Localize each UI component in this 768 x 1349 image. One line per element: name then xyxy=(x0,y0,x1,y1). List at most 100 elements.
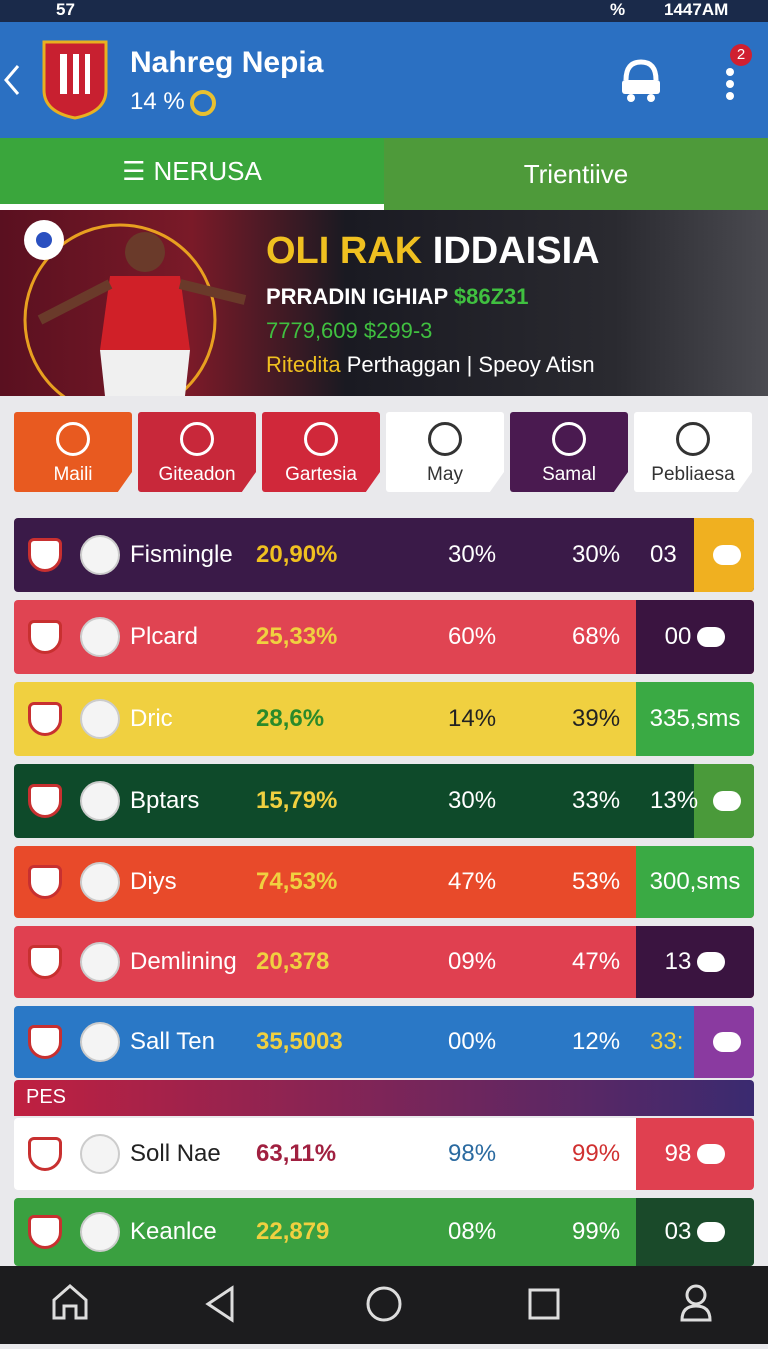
category-button[interactable]: Samal xyxy=(510,412,628,492)
banner-title: OLI RAK IDDAISIA xyxy=(266,230,600,272)
back-nav-button[interactable] xyxy=(205,1285,234,1323)
club-badge xyxy=(28,538,62,572)
stat-value: 47% xyxy=(448,868,497,895)
tag-icon[interactable] xyxy=(713,1032,741,1052)
tag-box xyxy=(694,518,754,592)
category-icon xyxy=(304,422,338,456)
tag-value: 13% xyxy=(650,787,699,814)
tag-icon[interactable] xyxy=(697,1144,726,1164)
category-button[interactable]: Giteadon xyxy=(138,412,256,492)
stat-row[interactable]: Diys 74,53% 47% 53% 300,sms xyxy=(14,846,754,918)
stat-value: 63,11% xyxy=(256,1140,337,1167)
tag-icon[interactable] xyxy=(697,1222,726,1242)
section-header: PES xyxy=(14,1080,754,1116)
recents-button[interactable] xyxy=(528,1288,560,1320)
category-label: May xyxy=(427,464,463,485)
category-button[interactable]: Maili xyxy=(14,412,132,492)
tag-value: 33: xyxy=(650,1028,684,1055)
stat-value: 53% xyxy=(572,868,621,895)
stat-value: 14% xyxy=(448,705,497,732)
tab[interactable]: ☰ NERUSA xyxy=(0,138,384,210)
stat-row[interactable]: Soll Nae 63,11% 98% 99% 98 xyxy=(14,1118,754,1190)
tab-bar: ☰ NERUSA Trientiive xyxy=(0,138,768,210)
stat-value: 39% xyxy=(572,705,621,732)
tag-box: 300,sms xyxy=(636,846,754,918)
player-name: Plcard xyxy=(130,623,199,650)
player-avatar xyxy=(80,699,120,739)
tag-value: 335,sms xyxy=(649,705,741,732)
stat-value: 28,6% xyxy=(256,705,325,732)
stat-row[interactable]: Sall Ten 35,5003 00% 12% 33: xyxy=(14,1006,754,1078)
stat-value: 12% xyxy=(572,1028,621,1055)
tag-value: 00 xyxy=(664,623,692,650)
stat-value: 25,33% xyxy=(256,623,338,650)
tag-box: 98 xyxy=(636,1118,754,1190)
stat-value: 98% xyxy=(448,1140,497,1167)
club-badge xyxy=(28,945,62,979)
back-button[interactable] xyxy=(0,62,24,98)
player-image xyxy=(23,220,247,396)
player-avatar xyxy=(80,781,120,821)
status-bar: 57 % 1447AM xyxy=(0,0,768,22)
clock: 1447AM xyxy=(664,0,729,19)
nav-bar xyxy=(0,1266,768,1344)
tag-box xyxy=(694,1006,754,1078)
stat-value: 30% xyxy=(448,787,497,814)
tag-box xyxy=(694,764,754,838)
category-label: Gartesia xyxy=(285,464,357,485)
category-button[interactable]: Pebliaesa xyxy=(634,412,752,492)
stat-row[interactable]: Keanlce 22,879 08% 99% 03 xyxy=(14,1198,754,1266)
tag-value: 98 xyxy=(664,1140,692,1167)
home-nav-button[interactable] xyxy=(366,1286,402,1322)
stat-row[interactable]: Fismingle 20,90% 30% 30% 03 xyxy=(14,518,754,592)
nav-icons xyxy=(52,1284,712,1323)
player-name: Keanlce xyxy=(130,1218,217,1245)
stat-row[interactable]: Plcard 25,33% 60% 68% 00 xyxy=(14,600,754,674)
notification-badge: 2 xyxy=(730,44,752,66)
battery-text: % xyxy=(610,0,626,19)
profile-button[interactable] xyxy=(680,1284,712,1322)
category-icon xyxy=(676,422,710,456)
category-label: Samal xyxy=(542,464,596,485)
stat-value: 15,79% xyxy=(256,787,338,814)
stat-value: 35,5003 xyxy=(256,1028,343,1055)
stat-row[interactable]: Demlining 20,378 09% 47% 13 xyxy=(14,926,754,998)
stat-value: 20,378 xyxy=(256,948,330,975)
tag-icon[interactable] xyxy=(713,791,741,811)
tag-icon[interactable] xyxy=(697,627,726,647)
category-label: Maili xyxy=(53,464,93,485)
banner-line: Ritedita Perthaggan | Speoy Atisn xyxy=(266,352,595,377)
stat-row[interactable]: Dric 28,6% 14% 39% 335,sms xyxy=(14,682,754,756)
club-badge xyxy=(28,620,62,654)
tab-label: Trientiive xyxy=(523,158,629,189)
promo-banner: OLI RAK IDDAISIA PRRADIN IGHIAP $86Z31 7… xyxy=(0,210,768,396)
tag-box: 03 xyxy=(636,1198,754,1266)
stat-value: 60% xyxy=(448,623,497,650)
tag-icon[interactable] xyxy=(697,952,726,972)
player-name: Soll Nae xyxy=(130,1140,221,1167)
club-badge xyxy=(28,784,62,818)
home-button[interactable] xyxy=(52,1284,88,1320)
club-badge xyxy=(28,1137,62,1171)
basket-button[interactable] xyxy=(618,56,664,106)
tag-value: 03 xyxy=(664,1218,692,1245)
tag-box: 00 xyxy=(636,600,754,674)
menu-button[interactable] xyxy=(716,62,746,106)
tag-box: 13 xyxy=(636,926,754,998)
club-logo xyxy=(42,40,108,120)
tab[interactable]: Trientiive xyxy=(384,138,768,210)
tab-icon: ☰ xyxy=(122,155,146,186)
category-button[interactable]: Gartesia xyxy=(262,412,380,492)
tag-value: 03 xyxy=(650,541,677,568)
category-button[interactable]: May xyxy=(386,412,504,492)
stat-row[interactable]: Bptars 15,79% 30% 33% 13% xyxy=(14,764,754,838)
tag-value: 13 xyxy=(664,948,692,975)
stat-value: 22,879 xyxy=(256,1218,330,1245)
stat-value: 20,90% xyxy=(256,541,338,568)
player-avatar xyxy=(80,862,120,902)
stat-value: 68% xyxy=(572,623,621,650)
tag-icon[interactable] xyxy=(713,545,741,565)
player-name: Dric xyxy=(130,705,173,732)
player-avatar xyxy=(80,1212,120,1252)
